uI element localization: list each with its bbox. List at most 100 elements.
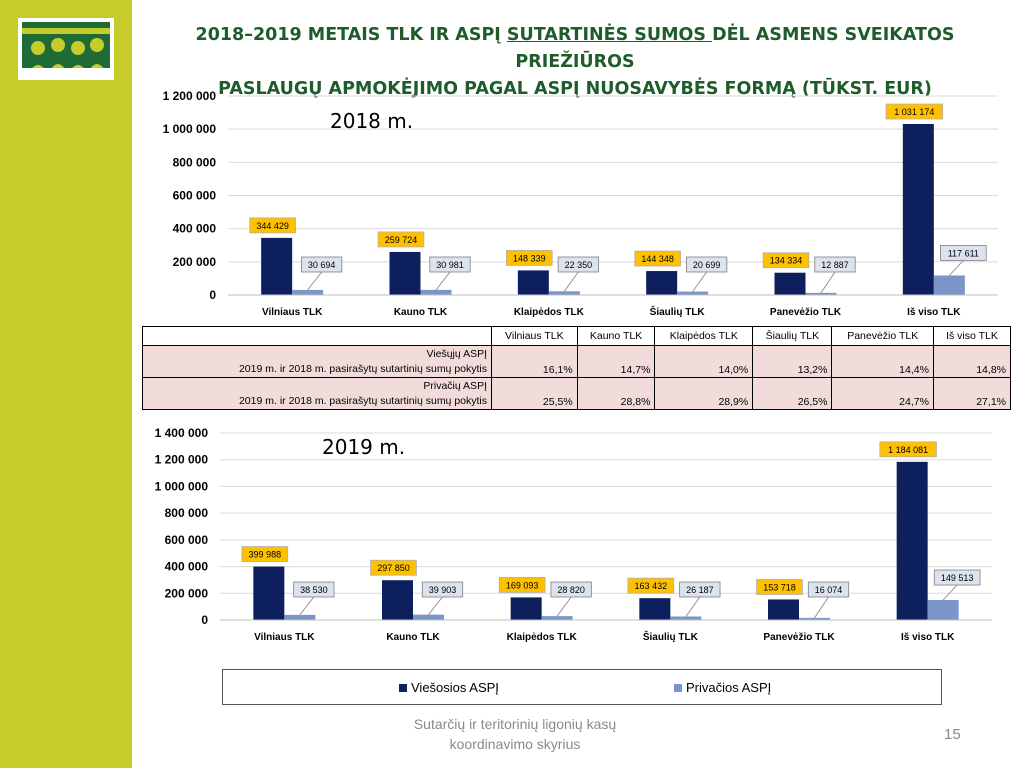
data-label: 344 429: [256, 221, 289, 231]
data-label-box-public: [762, 252, 810, 269]
chart-year-label: 2018 m.: [330, 109, 413, 133]
y-tick-label: 600 000: [173, 189, 217, 203]
data-label-box-private: [421, 581, 464, 598]
bar-public: [510, 597, 542, 620]
chart-2018: 0 200 000 400 000 600 000 800 000 1 000 000 1 …: [140, 86, 1020, 324]
table-header-cell: Klaipėdos TLK: [654, 326, 754, 346]
x-tick-label: Vilniaus TLK: [254, 632, 315, 643]
data-label-leader: [564, 271, 579, 292]
data-label-box-private: [557, 256, 599, 273]
y-tick-label: 400 000: [165, 560, 209, 574]
table-cell: 28,8%: [576, 377, 656, 410]
table-cell: 28,9%: [654, 377, 754, 410]
data-label-leader: [556, 596, 572, 617]
data-label: 148 339: [513, 253, 546, 263]
x-tick-label: Panevėžio TLK: [763, 632, 835, 643]
bar-public: [639, 598, 671, 620]
y-tick-label: 0: [201, 613, 208, 627]
bar-public: [646, 271, 678, 295]
data-label-leader: [820, 271, 836, 294]
bar-public: [389, 251, 421, 295]
table-cell: 24,7%: [831, 377, 934, 410]
data-label-box-private: [814, 256, 856, 273]
bar-private: [284, 614, 316, 620]
data-label-leader: [299, 596, 315, 616]
logo-people-icon: [22, 22, 110, 76]
bar-private: [541, 616, 573, 620]
chart-legend: Viešosios ASPĮ Privačios ASPĮ: [222, 669, 942, 705]
y-tick-label: 800 000: [173, 155, 217, 169]
data-label-leader: [685, 596, 701, 617]
logo: [18, 18, 114, 80]
row-label-line2: 2019 m. ir 2018 m. pasirašytų sutartinių…: [238, 362, 487, 375]
bar-public: [896, 461, 928, 620]
data-label: 134 334: [770, 256, 803, 266]
table-cell: 13,2%: [752, 345, 833, 378]
data-label-box-private: [429, 256, 471, 273]
x-tick-label: Klaipėdos TLK: [514, 307, 585, 318]
data-label: 153 718: [763, 582, 796, 592]
data-label-box-public: [627, 577, 675, 594]
y-tick-label: 1 200 000: [163, 89, 217, 103]
data-label: 169 093: [506, 580, 539, 590]
data-label: 1 184 081: [888, 445, 928, 455]
data-label: 30 694: [308, 260, 336, 270]
bar-private: [413, 614, 444, 620]
page-number: 15: [944, 726, 961, 743]
data-label-leader: [949, 260, 964, 276]
table-cell: 14,4%: [831, 345, 934, 378]
data-label-box-public: [879, 441, 937, 458]
x-tick-label: Panevėžio TLK: [770, 307, 842, 318]
table-corner: [142, 326, 492, 346]
data-label-leader: [428, 596, 443, 615]
bar-private: [670, 616, 702, 620]
data-label: 259 724: [385, 235, 418, 245]
bar-public: [382, 580, 413, 620]
bar-private: [548, 291, 580, 295]
sidebar-band: [0, 0, 132, 768]
data-label-box-private: [679, 581, 721, 598]
table-cell: 16,1%: [491, 345, 578, 378]
data-label-leader: [814, 596, 829, 619]
data-label: 163 432: [635, 581, 668, 591]
bar-public: [902, 123, 934, 295]
legend-item-public: Viešosios ASPĮ: [399, 680, 499, 695]
legend-swatch-public: [399, 683, 407, 692]
x-tick-label: Klaipėdos TLK: [507, 632, 578, 643]
y-tick-label: 200 000: [173, 255, 217, 269]
y-tick-label: 1 200 000: [155, 453, 209, 467]
chart-2019-svg: 0 200 000 400 000 600 000 800 000 1 000 000 1 …: [155, 426, 992, 643]
bar-private: [292, 289, 324, 295]
change-table: Vilniaus TLK Kauno TLK Klaipėdos TLK Šia…: [142, 326, 1012, 410]
data-label: 144 348: [641, 254, 674, 264]
data-label: 399 988: [249, 550, 282, 560]
table-header-cell: Vilniaus TLK: [491, 326, 578, 346]
row-label-line1: Viešųjų ASPĮ: [426, 347, 487, 360]
x-tick-label: Šiaulių TLK: [650, 305, 706, 318]
data-label: 20 699: [693, 260, 721, 270]
table-row: Privačių ASPĮ 2019 m. ir 2018 m. pasirašy…: [142, 377, 1012, 410]
data-label-box-public: [370, 559, 417, 576]
x-tick-label: Kauno TLK: [386, 632, 440, 643]
data-label: 12 887: [821, 260, 849, 270]
table-header-cell: Iš viso TLK: [932, 326, 1012, 346]
table-header-cell: Šiaulių TLK: [752, 326, 833, 346]
x-tick-label: Kauno TLK: [394, 307, 448, 318]
table-cell: 26,5%: [752, 377, 833, 410]
data-label-box-public: [249, 217, 296, 234]
x-tick-label: Iš viso TLK: [907, 307, 961, 318]
data-label: 38 530: [300, 585, 328, 595]
data-label: 149 513: [941, 573, 974, 583]
data-label: 30 981: [436, 260, 464, 270]
bar-public: [774, 272, 806, 295]
footer-department: Sutarčių ir teritorinių ligonių kasų koo…: [380, 714, 650, 754]
legend-item-private: Privačios ASPĮ: [674, 680, 771, 695]
table-cell: 25,5%: [491, 377, 578, 410]
bar-private: [927, 600, 959, 620]
row-label-line2: 2019 m. ir 2018 m. pasirašytų sutartinių…: [238, 394, 487, 407]
bar-private: [805, 292, 837, 295]
data-label-box-public: [506, 250, 553, 266]
data-label-box-public: [377, 231, 425, 248]
y-tick-label: 800 000: [165, 506, 209, 520]
table-header-cell: Kauno TLK: [576, 326, 656, 346]
